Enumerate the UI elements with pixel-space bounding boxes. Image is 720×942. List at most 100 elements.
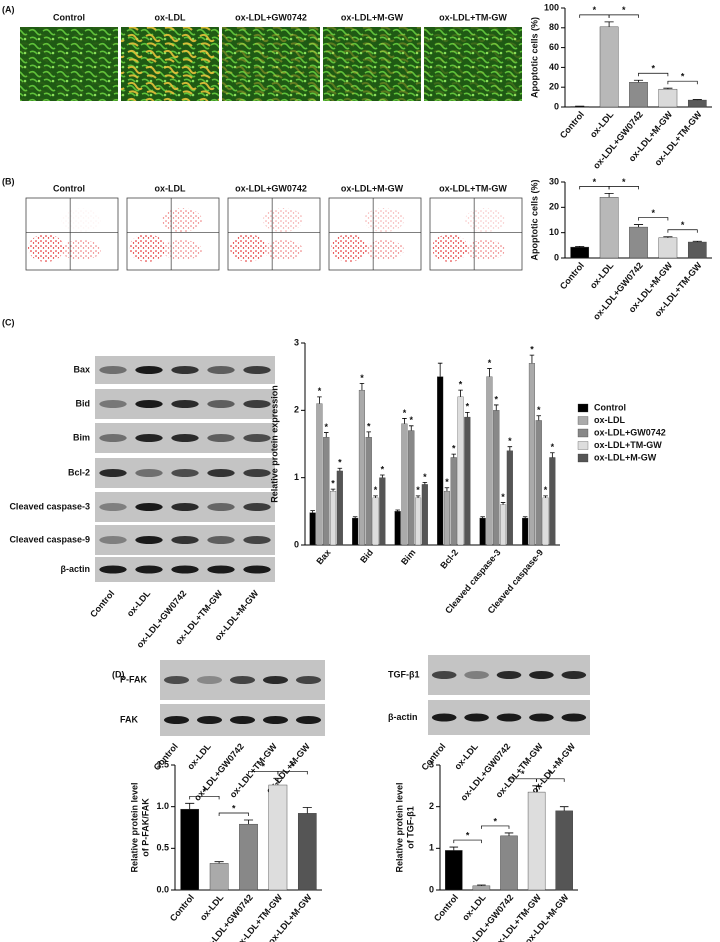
blot-row-label: Bid (76, 398, 91, 408)
bar (542, 497, 549, 546)
blot-band (99, 565, 127, 574)
blot-band (135, 434, 163, 442)
blot-band (561, 713, 587, 722)
y-axis-label: Apoptotic cells (%) (529, 17, 539, 98)
error-bar (422, 481, 428, 485)
significance: * (508, 436, 512, 446)
error-bar (500, 502, 506, 505)
bar (522, 517, 529, 546)
legend-swatch (577, 453, 589, 463)
error-bar (550, 452, 555, 458)
blot-band (171, 400, 199, 408)
significance: * (318, 386, 322, 396)
significance: * (416, 485, 420, 495)
bar (493, 410, 500, 546)
bar (443, 490, 450, 546)
bar (599, 196, 619, 259)
error-bar (604, 21, 614, 27)
bar (499, 504, 507, 546)
blot-row-label: Bim (73, 432, 90, 442)
error-bar (317, 396, 322, 404)
y-tick-label: 0 (294, 539, 299, 549)
flow-cluster (331, 234, 367, 262)
blot-band (496, 671, 522, 679)
significance-bracket (218, 812, 249, 816)
bar (379, 477, 386, 546)
blot-band (163, 716, 190, 724)
blot-band (99, 503, 127, 511)
y-tick-label: 1.5 (156, 759, 169, 769)
bar (408, 430, 415, 546)
blot-row-label: Bax (73, 364, 90, 374)
blot-band (163, 676, 190, 684)
blot-band (99, 434, 127, 442)
blot-band (243, 503, 271, 511)
micrograph-overlay (323, 27, 421, 101)
significance: * (593, 5, 597, 15)
y-axis-label: Relative protein level (394, 782, 404, 872)
significance: * (338, 458, 342, 468)
error-bar (408, 425, 414, 431)
y-tick-label: 0 (554, 252, 559, 262)
error-bar (633, 79, 644, 83)
significance: * (466, 402, 470, 412)
significance: * (261, 762, 265, 772)
error-bar (402, 418, 407, 424)
error-bar (507, 446, 513, 451)
significance: * (622, 177, 626, 187)
significance: * (651, 208, 655, 218)
y-tick-label: 20 (549, 82, 559, 92)
y-tick-label: 80 (549, 22, 559, 32)
y-tick-label: 3 (294, 337, 299, 347)
y-tick-label: 10 (549, 227, 559, 237)
micrograph-overlay (222, 27, 320, 101)
bar (336, 470, 343, 546)
error-bar (366, 431, 372, 438)
blot-band (243, 565, 271, 574)
y-tick-label: 30 (549, 176, 559, 186)
significance: * (593, 177, 597, 187)
y-tick-label: 0.0 (156, 884, 169, 894)
bar (457, 396, 464, 546)
panel-label: (A) (2, 4, 15, 14)
bar (437, 376, 444, 546)
error-bar (395, 509, 400, 512)
bar (352, 517, 359, 546)
bar (239, 823, 258, 891)
blot-band (135, 400, 163, 408)
bar (358, 389, 365, 546)
micrograph-overlay (20, 27, 118, 101)
panel-label: (D) (112, 669, 125, 679)
blot-band (561, 671, 587, 679)
bar (472, 885, 491, 891)
x-tick-label: ox-LDL (588, 109, 616, 140)
error-bar (352, 516, 358, 519)
error-bar (633, 224, 644, 228)
blot-row-label: β-actin (61, 564, 91, 574)
x-tick-label: ox-LDL (198, 892, 226, 923)
error-bar (480, 516, 485, 519)
flow-cluster (432, 234, 468, 262)
y-tick-label: 2 (294, 405, 299, 415)
blot-band (135, 536, 163, 544)
flow-label: ox-LDL (155, 183, 186, 193)
x-tick-label: Bid (358, 547, 375, 565)
flow-label: Control (53, 183, 85, 193)
x-tick-label: Control (168, 892, 196, 923)
y-axis-label: of P-FAK/FAK (140, 798, 150, 857)
blot-band (171, 469, 199, 477)
bar (421, 484, 428, 546)
bar (658, 88, 678, 108)
blot-band (196, 676, 223, 684)
y-axis-label: Relative protein level (129, 782, 139, 872)
blot-band (99, 536, 127, 544)
blot-band (135, 565, 163, 574)
blot-band (262, 676, 289, 684)
flow-cluster (263, 240, 303, 260)
bar (450, 457, 457, 546)
bar (268, 784, 288, 891)
bar (500, 835, 518, 891)
error-bar (493, 404, 499, 411)
significance: * (521, 769, 525, 779)
y-tick-label: 2 (429, 801, 434, 811)
